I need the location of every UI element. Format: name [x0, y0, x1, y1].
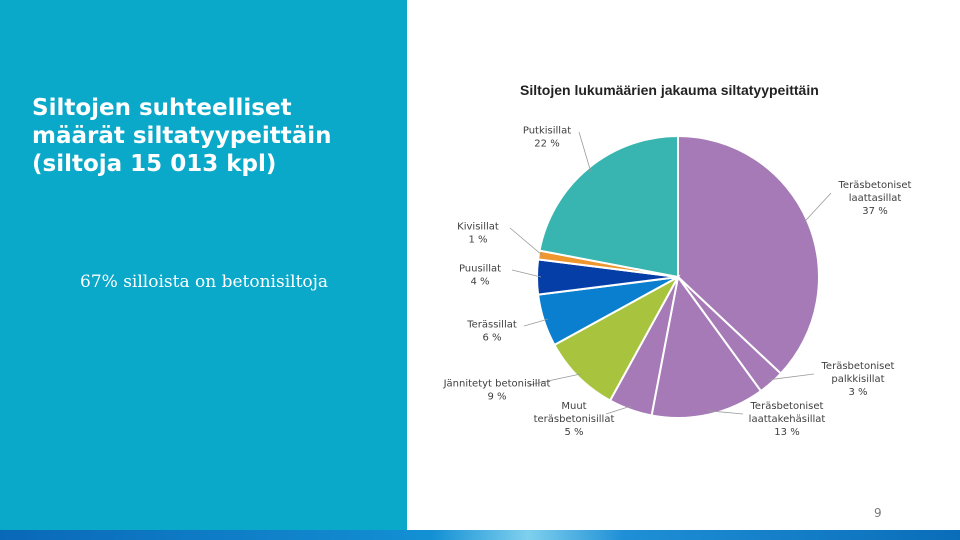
slice-value-label-1: 37 %	[862, 206, 887, 217]
slice-category-label-6: Terässillat	[466, 320, 517, 331]
title-line-3: (siltoja 15 013 kpl)	[32, 151, 277, 177]
slice-value-label-8: 1 %	[468, 235, 487, 246]
leader-lines	[509, 131, 832, 415]
leader-line-8	[509, 227, 543, 256]
leader-line-2	[768, 373, 815, 381]
slice-value-label-7: 4 %	[470, 277, 489, 288]
slice-category-label-3: laattakehäsillat	[749, 414, 826, 425]
leader-line-9	[578, 131, 592, 172]
slice-category-label-5: Jännitetyt betonisillat	[443, 379, 551, 390]
pie-slice-9	[538, 134, 679, 279]
title-panel	[0, 0, 407, 530]
leader-line-7	[511, 269, 542, 278]
slice-value-label-3: 13 %	[774, 427, 799, 438]
slice-category-label-8: Kivisillat	[457, 222, 499, 233]
pie-slices	[535, 134, 820, 419]
leader-line-5	[528, 373, 582, 386]
slice-category-label-4: teräsbetonisillat	[534, 414, 615, 425]
pie-slice-3	[650, 274, 763, 419]
leader-line-3	[707, 410, 744, 415]
leader-line-1	[803, 192, 832, 223]
leader-line-4	[605, 405, 632, 415]
slice-value-label-4: 5 %	[564, 427, 583, 438]
slice-labels: Teräsbetoniset laattasillat 37 % Teräsbeton…	[443, 126, 912, 439]
concrete-share-note: 67% silloista on betonisiltoja	[80, 272, 329, 292]
slide-title: Siltojen suhteelliset määrät siltatyypei…	[32, 94, 392, 178]
slice-category-label-1: laattasillat	[849, 193, 902, 204]
slice-value-label-9: 22 %	[534, 139, 559, 150]
slice-value-label-6: 6 %	[482, 333, 501, 344]
slice-category-label-9: Putkisillat	[523, 126, 571, 137]
slice-category-label-7: Puusillat	[459, 264, 501, 275]
slice-category-label-1: Teräsbetoniset	[838, 180, 912, 191]
chart-title: Siltojen lukumäärien jakauma siltatyypei…	[520, 82, 819, 98]
slice-category-label-2: palkkisillat	[831, 374, 884, 385]
slice-value-label-2: 3 %	[848, 387, 867, 398]
page-number: 9	[874, 506, 882, 520]
slice-category-label-2: Teräsbetoniset	[821, 361, 895, 372]
leader-line-6	[523, 318, 548, 327]
slice-category-label-3: Teräsbetoniset	[750, 401, 824, 412]
pie-slice-5	[553, 274, 681, 402]
footer-bar	[0, 530, 960, 540]
pie-slice-1	[677, 134, 820, 375]
title-line-2: määrät siltatyypeittäin	[32, 123, 332, 149]
slice-category-label-4: Muut	[561, 401, 586, 412]
title-line-1: Siltojen suhteelliset	[32, 95, 292, 121]
slice-value-label-5: 9 %	[487, 392, 506, 403]
